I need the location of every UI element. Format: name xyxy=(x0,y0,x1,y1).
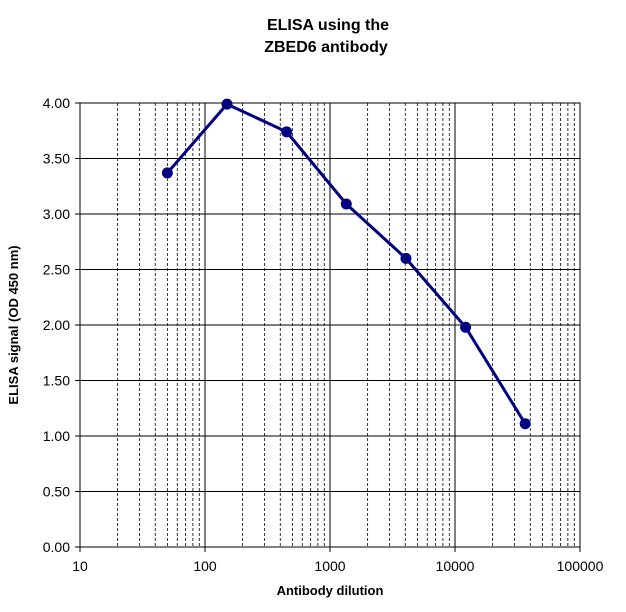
y-tick-label: 1.50 xyxy=(43,373,70,389)
y-axis-label: ELISA signal (OD 450 nm) xyxy=(6,245,21,404)
x-axis-label: Antibody dilution xyxy=(277,583,384,598)
y-tick-label: 0.50 xyxy=(43,484,70,500)
grid-lines xyxy=(79,102,581,548)
y-tick-label: 1.00 xyxy=(43,428,70,444)
y-tick-label: 3.50 xyxy=(43,151,70,167)
x-tick-label: 1000 xyxy=(314,558,345,574)
data-point xyxy=(221,98,233,110)
y-tick-label: 3.00 xyxy=(43,206,70,222)
x-tick-label: 100000 xyxy=(557,558,604,574)
data-point xyxy=(519,418,531,430)
data-point xyxy=(281,126,293,138)
chart-title-line-1: ELISA using the xyxy=(267,17,389,34)
data-point xyxy=(400,252,412,264)
chart-title-line-2: ZBED6 antibody xyxy=(264,39,388,56)
y-tick-label: 2.00 xyxy=(43,317,70,333)
x-tick-label: 10 xyxy=(72,558,88,574)
series-layer xyxy=(161,98,531,430)
y-tick-label: 2.50 xyxy=(43,262,70,278)
y-tick-label: 0.00 xyxy=(43,539,70,555)
y-tick-label: 4.00 xyxy=(43,95,70,111)
data-point xyxy=(340,198,352,210)
x-tick-label: 100 xyxy=(193,558,217,574)
axis-ticks: 0.00 0.50 1.00 1.50 2.00 2.50 3.00 3.50 4.00 10 10… xyxy=(43,95,604,574)
data-point xyxy=(460,321,472,333)
data-point xyxy=(161,167,173,179)
x-tick-label: 10000 xyxy=(436,558,475,574)
